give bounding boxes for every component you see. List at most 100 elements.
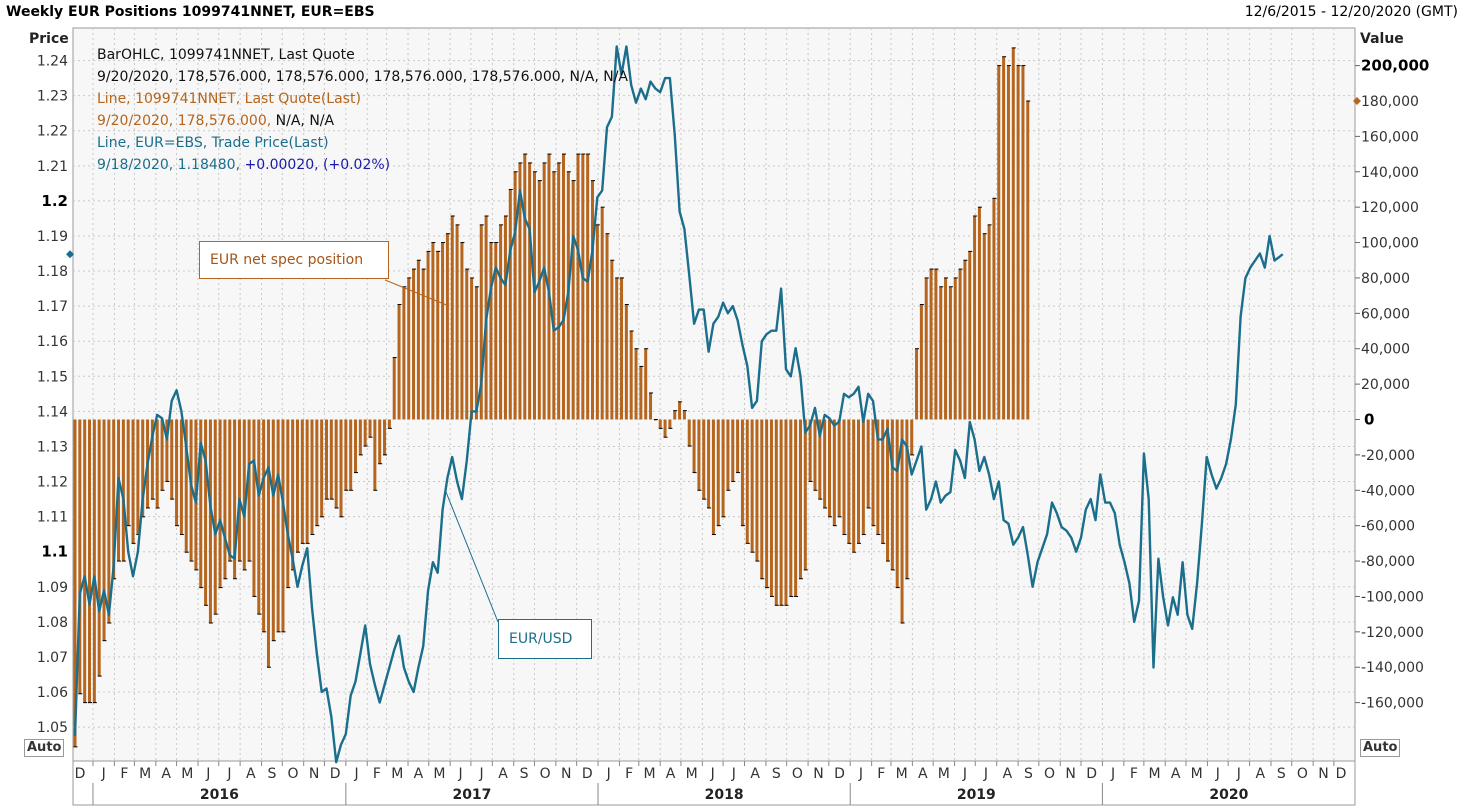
bar xyxy=(126,419,130,526)
bar xyxy=(595,224,599,420)
year-label: 2019 xyxy=(957,787,996,803)
bar xyxy=(779,419,783,606)
bar xyxy=(881,419,885,544)
bar xyxy=(295,419,299,553)
bar xyxy=(1011,47,1015,420)
bar xyxy=(692,419,696,473)
right-tick-label: -120,000 xyxy=(1361,625,1424,641)
bar xyxy=(663,419,667,438)
left-tick-label: 1.15 xyxy=(37,369,68,385)
right-tick-label: 40,000 xyxy=(1361,342,1410,358)
left-tick-label: 1.2 xyxy=(41,192,68,210)
bar xyxy=(794,419,798,597)
bar xyxy=(1006,65,1010,420)
bar xyxy=(982,233,986,420)
legend-line-bar-series: BarOHLC, 1099741NNET, Last Quote xyxy=(97,47,355,63)
bar xyxy=(320,419,324,517)
right-tick-label: -80,000 xyxy=(1361,554,1415,570)
left-tick-label: 1.23 xyxy=(37,89,68,105)
year-label: 2017 xyxy=(452,787,491,803)
bar xyxy=(847,419,851,544)
bar xyxy=(649,392,653,420)
bar xyxy=(218,419,222,588)
bar xyxy=(441,242,445,420)
left-tick-label: 1.09 xyxy=(37,580,68,596)
bar xyxy=(678,401,682,420)
right-tick-label: 20,000 xyxy=(1361,377,1410,393)
right-tick-label: -100,000 xyxy=(1361,589,1424,605)
bar xyxy=(266,419,270,668)
month-label: F xyxy=(120,766,128,782)
bar xyxy=(697,419,701,491)
bar xyxy=(789,419,793,597)
left-tick-label: 1.05 xyxy=(37,720,68,736)
last-value-marker xyxy=(1353,96,1361,105)
bar xyxy=(769,419,773,597)
bar xyxy=(532,171,536,420)
month-label: M xyxy=(686,766,698,782)
month-label: J xyxy=(101,766,106,782)
month-label: A xyxy=(1003,766,1013,782)
bar xyxy=(329,419,333,500)
bar xyxy=(634,348,638,420)
month-label: N xyxy=(1318,766,1328,782)
left-tick-label: 1.11 xyxy=(37,510,68,526)
month-label: S xyxy=(1277,766,1286,782)
bar xyxy=(852,419,856,553)
bar xyxy=(537,180,541,420)
bar xyxy=(837,419,841,517)
bar xyxy=(929,269,933,420)
bar xyxy=(707,419,711,508)
auto-scale-left-button[interactable]: Auto xyxy=(24,739,65,757)
bar xyxy=(823,419,827,508)
bar xyxy=(237,419,241,562)
bar xyxy=(591,180,595,420)
auto-scale-right-button[interactable]: Auto xyxy=(1360,739,1401,757)
month-label: A xyxy=(1171,766,1181,782)
bar xyxy=(228,419,232,562)
month-label: D xyxy=(1336,766,1347,782)
month-label: A xyxy=(666,766,676,782)
bar xyxy=(407,277,411,420)
bar xyxy=(271,419,275,641)
bar xyxy=(358,419,362,455)
legend-eurusd-change: +0.00020, (+0.02%) xyxy=(240,157,391,173)
bar xyxy=(155,419,159,508)
bar xyxy=(354,419,358,473)
bar xyxy=(257,419,261,615)
year-label: 2018 xyxy=(705,787,744,803)
right-tick-label: -160,000 xyxy=(1361,696,1424,712)
bar xyxy=(315,419,319,526)
month-label: J xyxy=(353,766,358,782)
bar xyxy=(687,419,691,447)
bar xyxy=(421,269,425,420)
month-label: S xyxy=(520,766,529,782)
month-label: O xyxy=(287,766,298,782)
month-label: J xyxy=(962,766,967,782)
month-label: M xyxy=(1191,766,1203,782)
bar xyxy=(305,419,309,544)
bar xyxy=(915,348,919,420)
bar xyxy=(682,410,686,420)
month-label: J xyxy=(226,766,231,782)
month-label: A xyxy=(161,766,171,782)
bar xyxy=(252,419,256,597)
bar xyxy=(924,277,928,420)
right-tick-label: -40,000 xyxy=(1361,483,1415,499)
month-label: J xyxy=(710,766,715,782)
bar xyxy=(895,419,899,588)
right-tick-label: 160,000 xyxy=(1361,129,1419,145)
bar xyxy=(736,419,740,473)
bar xyxy=(334,419,338,508)
callout-eur-connector xyxy=(384,279,450,307)
month-label: D xyxy=(75,766,86,782)
year-label: 2020 xyxy=(1209,787,1248,803)
bar xyxy=(866,419,870,508)
bar xyxy=(948,286,952,420)
month-label: A xyxy=(1255,766,1265,782)
month-label: M xyxy=(1149,766,1161,782)
month-label: J xyxy=(457,766,462,782)
month-label: S xyxy=(267,766,276,782)
bar xyxy=(605,233,609,420)
bar xyxy=(518,162,522,420)
